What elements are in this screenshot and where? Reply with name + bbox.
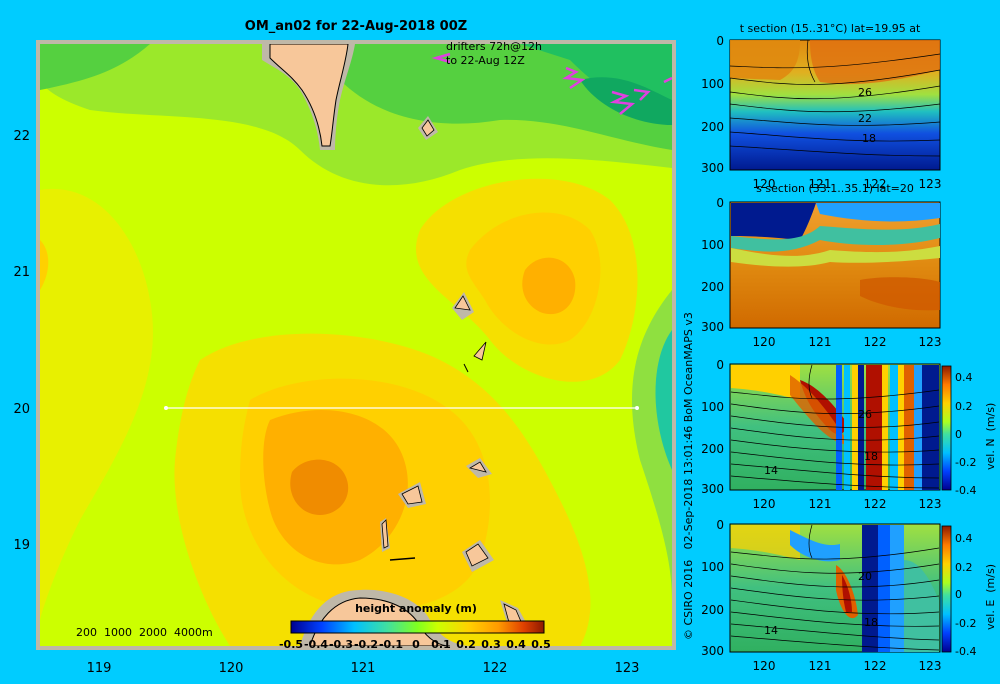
x-tick-label: 119 bbox=[87, 661, 112, 676]
contour-label: 22 bbox=[858, 112, 872, 125]
colorbar-tick: 0 bbox=[412, 638, 420, 651]
colorbar-tick: 0.4 bbox=[506, 638, 526, 651]
x-tick-label: 122 bbox=[864, 497, 887, 511]
s-section-panel: s section (33.1..35.1) lat=20 0 100 200 … bbox=[701, 182, 941, 349]
cbar-tick: -0.4 bbox=[955, 484, 976, 497]
contour-label: 14 bbox=[764, 624, 778, 637]
credit-text: © CSIRO 2016 02-Sep-2018 13:01:46 BoM Oc… bbox=[682, 312, 695, 640]
vel-e-colorbar bbox=[941, 525, 952, 653]
x-tick-label: 123 bbox=[615, 661, 640, 676]
colorbar-tick: -0.5 bbox=[279, 638, 303, 651]
y-tick-label: 200 bbox=[701, 280, 724, 294]
t-section-panel: t section (15..31°C) lat=19.95 at 26 22 … bbox=[701, 22, 941, 191]
cbar-tick: 0.2 bbox=[955, 400, 973, 413]
t-section-title: t section (15..31°C) lat=19.95 at bbox=[740, 22, 921, 35]
y-tick-label: 300 bbox=[701, 320, 724, 334]
cbar-tick: -0.4 bbox=[955, 645, 976, 658]
map-title: OM_an02 for 22-Aug-2018 00Z bbox=[245, 19, 467, 34]
y-tick-label: 100 bbox=[701, 238, 724, 252]
colorbar-tick: -0.1 bbox=[379, 638, 403, 651]
y-tick-label: 0 bbox=[716, 358, 724, 372]
drifter-tracks bbox=[431, 52, 672, 115]
cbar-tick: 0.2 bbox=[955, 561, 973, 574]
vel-e-section-panel: 20 18 14 0 100 200 300 120 121 122 123 0… bbox=[701, 518, 997, 673]
x-tick-label: 122 bbox=[864, 335, 887, 349]
y-tick-label: 100 bbox=[701, 400, 724, 414]
vel-e-cbar-label: vel. E (m/s) bbox=[984, 564, 997, 630]
height-anomaly-colorbar: height anomaly (m) -0.5 -0.4 -0.3 -0.2 -… bbox=[279, 602, 551, 651]
colorbar-tick: -0.3 bbox=[329, 638, 353, 651]
y-tick-label: 19 bbox=[13, 538, 30, 553]
y-tick-label: 300 bbox=[701, 161, 724, 175]
colorbar-title: height anomaly (m) bbox=[355, 602, 477, 615]
contour-label: 26 bbox=[858, 408, 872, 421]
x-tick-label: 121 bbox=[809, 659, 832, 673]
y-tick-label: 100 bbox=[701, 77, 724, 91]
cbar-tick: -0.2 bbox=[955, 617, 976, 630]
contour-label: 26 bbox=[858, 86, 872, 99]
y-tick-label: 100 bbox=[701, 560, 724, 574]
contour-label: 18 bbox=[864, 450, 878, 463]
colorbar-tick: 0.3 bbox=[481, 638, 501, 651]
y-tick-label: 0 bbox=[716, 518, 724, 532]
x-tick-label: 121 bbox=[809, 335, 832, 349]
contour-label: 18 bbox=[864, 616, 878, 629]
drifter-note-line2: to 22-Aug 12Z bbox=[446, 54, 525, 67]
contour-label: 18 bbox=[862, 132, 876, 145]
x-tick-label: 120 bbox=[753, 497, 776, 511]
y-tick-label: 200 bbox=[701, 603, 724, 617]
x-tick-label: 122 bbox=[483, 661, 508, 676]
drifter-note-line1: drifters 72h@12h bbox=[446, 40, 542, 53]
y-tick-label: 200 bbox=[701, 120, 724, 134]
x-tick-label: 123 bbox=[919, 497, 942, 511]
x-tick-label: 120 bbox=[753, 659, 776, 673]
vel-n-colorbar bbox=[941, 365, 952, 491]
x-tick-label: 122 bbox=[864, 177, 887, 191]
colorbar-tick: -0.4 bbox=[304, 638, 328, 651]
cbar-tick: -0.2 bbox=[955, 456, 976, 469]
colorbar-tick: 0.5 bbox=[531, 638, 551, 651]
x-tick-label: 121 bbox=[809, 497, 832, 511]
y-tick-label: 22 bbox=[13, 129, 30, 144]
s-section-title: s section (33.1..35.1) lat=20 bbox=[756, 182, 914, 195]
y-tick-label: 300 bbox=[701, 482, 724, 496]
x-tick-label: 120 bbox=[753, 335, 776, 349]
x-tick-label: 121 bbox=[809, 177, 832, 191]
height-anomaly-field bbox=[40, 44, 672, 646]
x-tick-label: 123 bbox=[919, 177, 942, 191]
y-tick-label: 0 bbox=[716, 196, 724, 210]
x-tick-label: 123 bbox=[919, 659, 942, 673]
x-tick-label: 120 bbox=[753, 177, 776, 191]
y-tick-label: 21 bbox=[13, 265, 30, 280]
vel-n-section-panel: 26 18 14 0 100 200 300 120 121 122 123 0… bbox=[701, 358, 997, 511]
cbar-tick: 0.4 bbox=[955, 532, 973, 545]
x-tick-label: 123 bbox=[919, 335, 942, 349]
cbar-tick: 0.4 bbox=[955, 371, 973, 384]
y-tick-label: 20 bbox=[13, 402, 30, 417]
y-tick-label: 200 bbox=[701, 442, 724, 456]
map-x-axis: 119 120 121 122 123 bbox=[87, 661, 640, 676]
cbar-tick: 0 bbox=[955, 428, 962, 441]
map-y-axis: 22 21 20 19 bbox=[13, 129, 30, 553]
x-tick-label: 120 bbox=[219, 661, 244, 676]
x-tick-label: 121 bbox=[351, 661, 376, 676]
y-tick-label: 0 bbox=[716, 34, 724, 48]
cbar-tick: 0 bbox=[955, 588, 962, 601]
y-tick-label: 300 bbox=[701, 644, 724, 658]
colorbar-tick: -0.2 bbox=[354, 638, 378, 651]
contour-label: 20 bbox=[858, 570, 872, 583]
contour-label: 14 bbox=[764, 464, 778, 477]
x-tick-label: 122 bbox=[864, 659, 887, 673]
depth-legend: 200 1000 2000 4000m bbox=[76, 626, 213, 639]
colorbar-tick: 0.1 bbox=[431, 638, 451, 651]
colorbar-tick: 0.2 bbox=[456, 638, 476, 651]
vel-n-cbar-label: vel. N (m/s) bbox=[984, 403, 997, 470]
